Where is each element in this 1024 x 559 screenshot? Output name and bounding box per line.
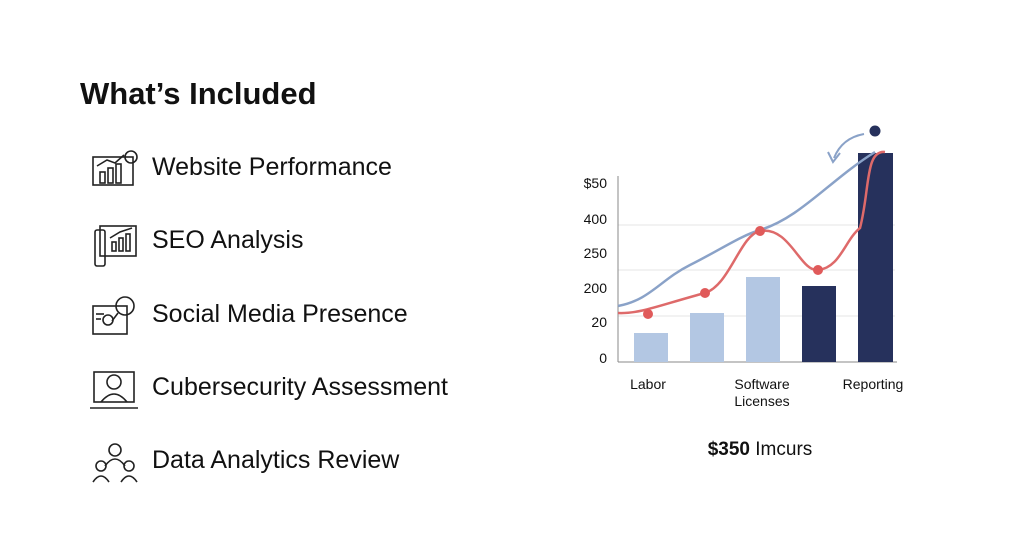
category-label: Labor — [630, 376, 666, 392]
icon-analytics — [92, 443, 138, 483]
caption: $350 Imcurs — [640, 439, 880, 461]
icon-social — [92, 296, 135, 335]
arrow — [833, 133, 865, 159]
category-label: Reporting — [842, 376, 904, 392]
blue-line — [617, 150, 876, 308]
caption-text: Imcurs — [755, 439, 813, 460]
axis-label: 400 — [583, 211, 607, 227]
axis-label: 250 — [583, 245, 607, 261]
icon-website — [92, 150, 138, 186]
category-label: Software Licenses — [734, 376, 790, 409]
marker-dot — [869, 125, 881, 137]
axis-label: 200 — [583, 280, 607, 296]
red-dots — [643, 226, 823, 319]
caption-amount: $350 — [707, 439, 750, 460]
item: Social Media Presence — [152, 300, 408, 328]
title: What’s Included — [80, 76, 317, 111]
axis-label: 0 — [599, 350, 607, 366]
axis-label: 20 — [591, 314, 607, 330]
item: Website Performance — [152, 153, 392, 181]
red-line — [617, 150, 886, 315]
bars — [634, 153, 893, 362]
icon-seo — [94, 225, 137, 267]
item: Data Analytics Review — [152, 446, 400, 474]
item: Cubersecurity Assessment — [152, 373, 448, 401]
axis-label: $50 — [583, 175, 607, 191]
icon-security — [90, 371, 138, 409]
item: SEO Analysis — [152, 226, 304, 254]
arrow-head — [827, 151, 841, 164]
